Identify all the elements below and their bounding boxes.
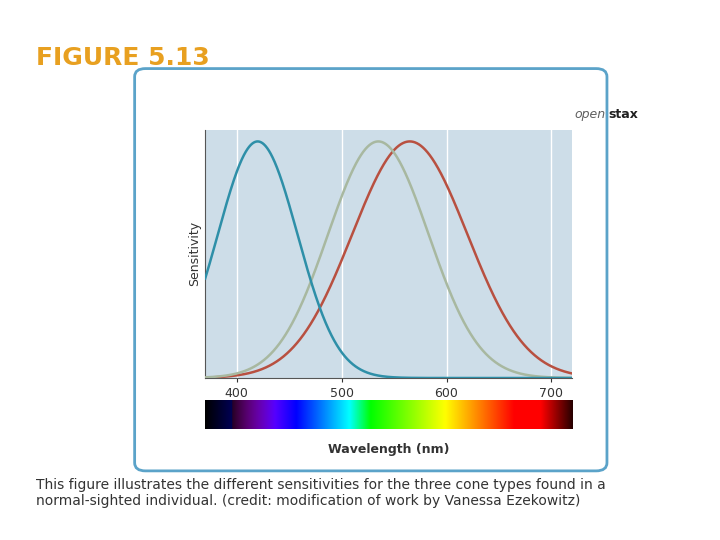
Text: This figure illustrates the different sensitivities for the three cone types fou: This figure illustrates the different se… [36,478,606,508]
Text: stax: stax [608,108,638,121]
Text: FIGURE 5.13: FIGURE 5.13 [36,46,210,70]
Text: open: open [575,108,606,121]
Text: Wavelength (nm): Wavelength (nm) [328,443,449,456]
Y-axis label: Sensitivity: Sensitivity [188,221,201,286]
